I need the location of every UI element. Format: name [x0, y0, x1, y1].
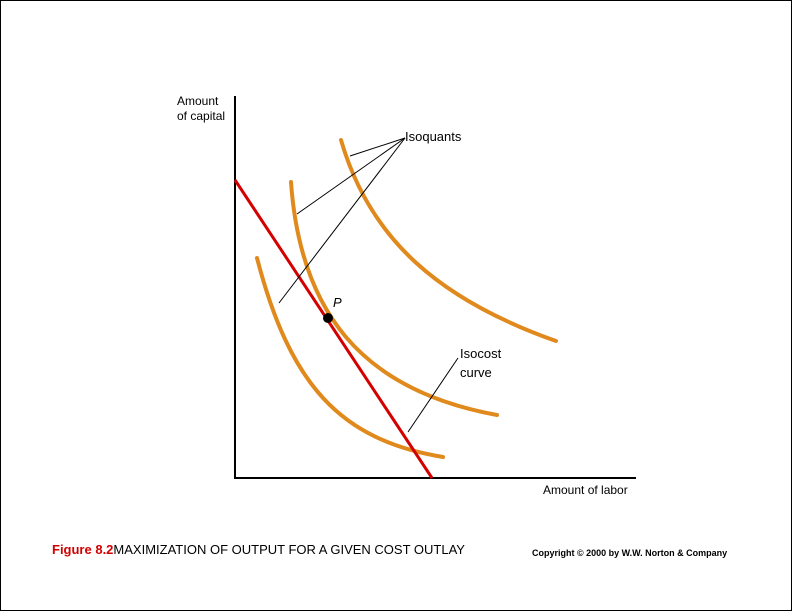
isocost-label: Isocost [460, 346, 502, 361]
x-axis-label: Amount of labor [543, 483, 628, 497]
point-p [323, 313, 333, 323]
y-axis-label: of capital [177, 109, 225, 123]
leader-line [296, 137, 406, 215]
figure-title: MAXIMIZATION OF OUTPUT FOR A GIVEN COST … [113, 542, 465, 557]
isoquant-curve [339, 138, 558, 343]
figure-number: Figure 8.2 [52, 542, 113, 557]
copyright: Copyright © 2000 by W.W. Norton & Compan… [532, 548, 727, 558]
leader-line [278, 137, 406, 304]
isocost-line [233, 179, 434, 479]
isoquant-curve [255, 256, 445, 459]
y-axis-label: Amount [177, 94, 219, 108]
isoquant-curve [289, 180, 499, 417]
caption: Figure 8.2MAXIMIZATION OF OUTPUT FOR A G… [52, 542, 465, 557]
leader-line [349, 137, 406, 157]
leader-line [407, 357, 459, 433]
isoquants-label: Isoquants [405, 129, 462, 144]
isocost-label: curve [460, 365, 492, 380]
point-label: P [333, 295, 342, 310]
